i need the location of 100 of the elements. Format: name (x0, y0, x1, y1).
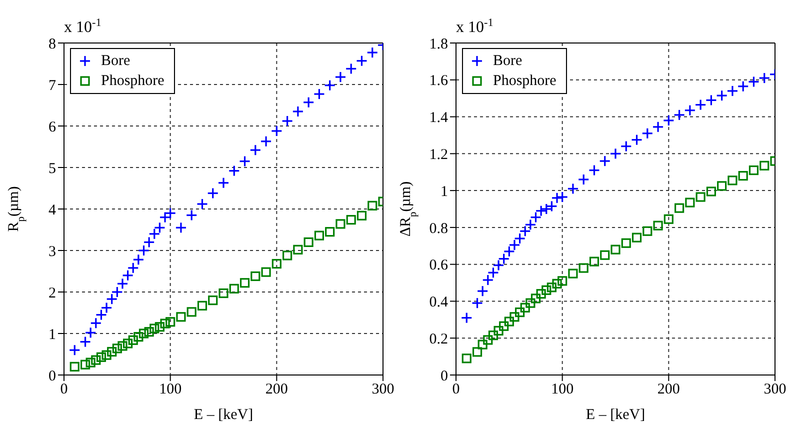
legend-label: Bore (493, 52, 522, 70)
point (632, 232, 642, 242)
point (546, 282, 556, 292)
y-tick-label: 0.6 (429, 258, 448, 274)
point (208, 296, 218, 306)
point (128, 335, 138, 345)
point (510, 312, 520, 322)
y-tick-label: 0 (440, 368, 448, 384)
point (160, 318, 170, 328)
point (526, 298, 536, 308)
y-tick-label: 2 (48, 285, 56, 302)
point (197, 300, 208, 310)
y-tick-label: 8 (48, 36, 56, 52)
x-tick-label: 300 (372, 382, 394, 398)
point (144, 327, 154, 337)
x-tick-label: 0 (452, 382, 460, 398)
point (760, 160, 770, 170)
point (138, 328, 149, 338)
point (472, 347, 482, 357)
y-tick-label: 0 (48, 368, 56, 384)
y-tick-label: 1.2 (429, 146, 448, 163)
point (568, 268, 578, 278)
y-tick-label: 1 (48, 326, 56, 343)
point (123, 338, 133, 348)
x-axis-title: E – [keV] (194, 407, 254, 423)
y-tick-label: 0.4 (429, 294, 448, 311)
point (154, 322, 164, 332)
point (717, 181, 727, 191)
point (336, 219, 346, 229)
point (610, 244, 620, 254)
point (674, 203, 684, 213)
point (314, 230, 324, 240)
point (261, 267, 271, 277)
y-tick-label: 5 (48, 160, 56, 177)
y-tick-label: 3 (48, 244, 56, 260)
point (250, 271, 260, 282)
x-tick-label: 300 (764, 382, 786, 398)
point (368, 200, 378, 210)
point (748, 165, 759, 176)
point (728, 176, 738, 186)
x-tick-label: 200 (657, 382, 680, 398)
point (186, 307, 196, 317)
point (176, 312, 186, 322)
point (536, 289, 546, 299)
point (356, 210, 367, 220)
point (80, 360, 90, 370)
legend-label: Phosphore (493, 72, 556, 90)
legend-label: Bore (101, 52, 130, 70)
point (504, 316, 514, 326)
y-tick-label: 0.8 (429, 220, 448, 237)
point (488, 330, 498, 340)
point (107, 346, 117, 357)
point (685, 198, 695, 208)
x-tick-label: 0 (60, 382, 68, 398)
y-tick-label: 1 (440, 184, 448, 200)
point (578, 263, 588, 273)
point (664, 214, 674, 224)
x-tick-label: 100 (159, 382, 182, 398)
y-tick-label: 7 (48, 78, 56, 94)
point (102, 350, 112, 360)
point (91, 355, 101, 365)
point (600, 250, 610, 260)
point (70, 362, 80, 372)
point (293, 244, 303, 254)
y-tick-label: 0.2 (429, 331, 448, 348)
y-tick-label: 6 (48, 119, 56, 136)
point (621, 238, 631, 248)
point (530, 294, 541, 304)
point (96, 352, 106, 362)
point (86, 358, 96, 368)
legend-label: Phosphore (101, 72, 164, 90)
point (558, 276, 568, 286)
x-axis-title: E – [keV] (586, 407, 646, 423)
point (112, 344, 122, 354)
point (520, 302, 530, 312)
x-tick-label: 100 (551, 382, 574, 398)
point (653, 220, 663, 230)
point (542, 285, 552, 295)
text: x 10$^{-1}$ (64, 17, 102, 36)
y-tick-label: 1.4 (429, 110, 448, 126)
y-tick-label: 4 (48, 202, 56, 218)
point (552, 278, 562, 288)
point (272, 258, 282, 269)
point (515, 307, 525, 318)
point (304, 237, 314, 247)
point (218, 288, 228, 298)
text: x 10$^{-1}$ (456, 17, 494, 36)
point (346, 214, 356, 225)
point (642, 226, 652, 236)
point (696, 192, 706, 202)
y-tick-label: 1.6 (429, 73, 448, 90)
point (589, 256, 600, 266)
point (706, 186, 716, 196)
point (738, 171, 748, 181)
point (282, 250, 292, 260)
point (150, 324, 160, 334)
point (478, 340, 488, 350)
point (462, 354, 472, 364)
point (166, 317, 176, 327)
x-tick-label: 200 (265, 382, 288, 398)
